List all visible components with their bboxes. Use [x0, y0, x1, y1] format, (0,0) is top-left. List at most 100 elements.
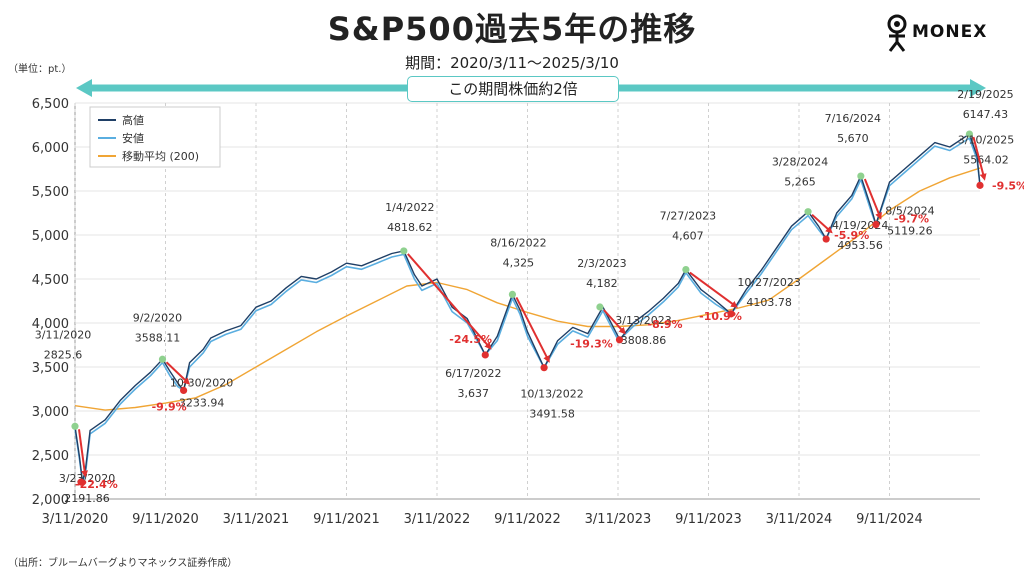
drop-percent-label: -10.9%: [699, 310, 742, 323]
drop-percent-label: -19.3%: [570, 338, 613, 351]
legend-label: 移動平均 (200): [122, 149, 199, 163]
annotation-value: 4818.62: [387, 221, 433, 234]
legend-label: 高値: [122, 113, 144, 127]
annotation-value: 5,670: [837, 132, 869, 145]
x-tick-label: 3/11/2021: [223, 512, 290, 527]
annotation-value: 3491.58: [529, 408, 575, 421]
x-tick-label: 9/11/2023: [675, 512, 742, 527]
trough-marker: [77, 478, 85, 486]
annotation-value: 5119.26: [887, 225, 933, 238]
annotation-value: 4,325: [503, 256, 535, 269]
drop-percent-label: -8.9%: [648, 318, 683, 331]
drop-percent-label: -22.4%: [75, 478, 118, 491]
y-tick-label: 6,000: [32, 141, 69, 156]
annotation-date: 6/17/2022: [445, 367, 501, 380]
drop-arrow: [972, 136, 987, 181]
drop-arrow: [689, 271, 738, 308]
annotation-value: 4103.78: [746, 296, 792, 309]
drop-arrow: [78, 429, 89, 478]
x-tick-label: 3/11/2023: [585, 512, 652, 527]
annotation-value: 6147.43: [963, 108, 1009, 121]
annotation-value: 3233.94: [179, 396, 225, 409]
banner-arrow-right-head: [970, 79, 986, 97]
annotation-date: 8/5/2024: [885, 205, 934, 218]
peak-marker: [71, 422, 79, 430]
y-tick-label: 2,500: [32, 449, 69, 464]
annotation-date: 3/28/2024: [772, 156, 828, 169]
y-tick-label: 6,500: [32, 97, 69, 112]
annotation-value: 3588.11: [135, 331, 181, 344]
annotation-date: 3/13/2023: [615, 314, 671, 327]
annotation-date: 8/16/2022: [490, 236, 546, 249]
drop-percent-label: -9.5%: [992, 179, 1024, 192]
annotation-date: 7/16/2024: [825, 112, 881, 125]
legend-label: 安値: [122, 131, 144, 145]
peak-marker: [682, 265, 690, 274]
y-tick-label: 2,000: [32, 493, 69, 508]
peak-marker: [965, 130, 974, 138]
x-tick-label: 3/11/2022: [404, 512, 471, 527]
y-tick-label: 4,000: [32, 317, 69, 332]
trough-marker: [872, 220, 880, 229]
y-tick-label: 5,000: [32, 229, 69, 244]
drop-arrow: [811, 213, 833, 234]
drop-percent-label: -9.7%: [894, 213, 929, 226]
annotation-date: 9/2/2020: [133, 311, 182, 324]
banner-arrow-left-head: [76, 79, 92, 97]
annotation-date: 2/19/2025: [957, 88, 1013, 101]
annotation-date: 3/11/2020: [35, 328, 91, 341]
trough-marker: [481, 351, 489, 359]
trough-marker: [180, 386, 188, 395]
annotation-value: 5,265: [784, 176, 816, 189]
annotation-date: 7/27/2023: [660, 210, 716, 223]
y-tick-label: 3,000: [32, 405, 69, 420]
drop-percent-label: -24.5%: [449, 333, 492, 346]
x-tick-label: 3/11/2020: [42, 512, 109, 527]
source-note: （出所：ブルームバーグよりマネックス証券作成）: [8, 558, 238, 569]
unit-label: （単位：pt.）: [8, 64, 72, 75]
banner-label: この期間株価約2倍: [407, 76, 619, 102]
x-tick-label: 9/11/2021: [313, 512, 380, 527]
peak-marker: [158, 355, 167, 363]
annotation-value: 4953.56: [837, 239, 883, 252]
annotation-date: 10/13/2022: [520, 388, 583, 401]
y-tick-label: 3,500: [32, 361, 69, 376]
peak-marker: [857, 172, 865, 180]
logo-text: MONEX: [912, 22, 988, 42]
annotation-value: 5564.02: [963, 153, 1009, 166]
peak-marker: [804, 208, 812, 216]
x-tick-label: 3/11/2024: [766, 512, 833, 527]
chart-period: 期間：2020/3/11〜2025/3/10: [405, 54, 619, 72]
annotation-date: 10/27/2023: [737, 276, 800, 289]
trough-marker: [822, 235, 830, 243]
drop-arrow: [515, 296, 550, 363]
x-tick-label: 9/11/2020: [132, 512, 199, 527]
annotation-value: 3,637: [458, 387, 490, 400]
monex-logo-icon: [887, 14, 907, 52]
trough-marker: [615, 336, 624, 344]
peak-marker: [400, 247, 408, 255]
annotation-date: 10/30/2020: [170, 376, 233, 389]
peak-marker: [508, 290, 517, 298]
drop-arrow: [407, 253, 492, 350]
drop-arrow: [165, 361, 191, 385]
drop-arrow: [603, 309, 626, 335]
annotation-date: 2/3/2023: [577, 257, 626, 270]
x-tick-label: 9/11/2022: [494, 512, 561, 527]
series-line-moving-average: [74, 167, 981, 411]
peak-marker: [596, 303, 604, 311]
annotation-value: 4,182: [586, 277, 618, 290]
trough-marker: [727, 310, 735, 318]
drop-percent-label: -9.9%: [152, 400, 187, 413]
annotation-value: 3808.86: [621, 334, 667, 347]
x-tick-label: 9/11/2024: [856, 512, 923, 527]
series-line-high: [74, 133, 981, 483]
annotation-date: 1/4/2022: [385, 201, 434, 214]
y-tick-label: 5,500: [32, 185, 69, 200]
annotation-date: 3/23/2020: [59, 472, 115, 485]
annotation-value: 2191.86: [64, 492, 110, 505]
annotation-value: 4,607: [672, 230, 704, 243]
trough-marker: [976, 181, 984, 189]
trough-marker: [540, 364, 548, 372]
